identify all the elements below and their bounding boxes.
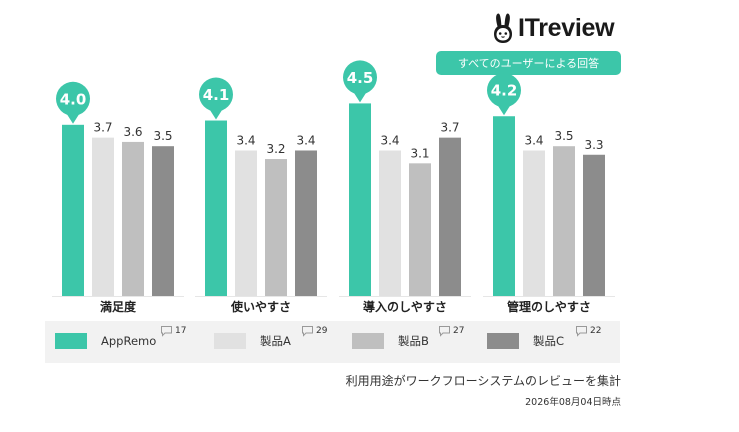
data-label: 3.1 [410,146,429,160]
data-label: 3.3 [584,138,603,152]
legend-item--a: 製品A [214,332,291,350]
as-of-date: 2026年08月04日時点 [525,397,621,408]
bar--b-2 [409,163,431,296]
legend-swatch [487,333,519,349]
itreview-logo: ITreview [492,11,615,45]
legend-swatch [55,333,87,349]
data-label: 3.7 [93,121,112,135]
legend-swatch [352,333,384,349]
legend-label: AppRemo [101,334,157,348]
comment-icon [302,326,313,337]
bar-appremo-3 [493,116,515,297]
bar--a-3 [523,150,545,296]
review-count: 17 [160,325,186,337]
bar-appremo-0 [62,124,84,296]
bar--a-2 [379,150,401,296]
data-label-highlight: 4.1 [203,86,230,104]
score-pin [199,77,233,112]
data-label: 3.5 [153,129,172,143]
chart-legend: AppRemo 17 製品A 29 製品B 27 製品C 22 [45,321,620,363]
legend-item--b: 製品B [352,332,429,350]
legend-label: 製品C [533,334,565,348]
bar--a-1 [235,150,257,296]
data-label-highlight: 4.2 [491,82,518,100]
data-label: 3.4 [236,133,255,147]
data-label: 3.7 [440,121,459,135]
review-count-value: 27 [453,326,465,336]
legend-label: 製品B [398,334,429,348]
score-pin-tail [353,91,367,103]
data-label: 3.5 [554,129,573,143]
bar--c-3 [583,154,605,296]
review-count-value: 22 [590,326,602,336]
review-count: 22 [575,325,601,337]
brand-name: ITreview [518,13,615,42]
data-label-highlight: 4.0 [60,90,87,108]
data-label: 3.2 [266,142,285,156]
footnote: 利用用途がワークフローシステムのレビューを集計 [345,374,621,388]
data-label: 3.4 [296,133,315,147]
rabbit-icon [494,13,512,43]
bar--b-3 [553,146,575,296]
review-count: 27 [438,325,464,337]
score-pin-tail [209,108,223,120]
category-label: 満足度 [100,299,137,314]
legend-swatch [214,333,246,349]
legend-item--c: 製品C [487,332,564,350]
score-pin-tail [497,104,511,116]
bar--b-0 [122,141,144,296]
bar--c-1 [295,150,317,296]
comment-icon [439,326,450,337]
bar-chart: 4.0 3.7 3.6 3.5 満足度 4.1 3.4 3.2 3.4 使いやすさ 4.5 3.4 3.… [52,60,615,314]
comment-icon [161,326,172,337]
legend-item-appremo: AppRemo [55,332,156,350]
review-count-value: 17 [175,326,187,336]
data-label: 3.4 [524,133,543,147]
score-pin [487,73,521,108]
bar-appremo-1 [205,120,227,297]
bar--c-2 [439,137,461,296]
scope-badge: すべてのユーザーによる回答 [436,51,621,75]
review-count-value: 29 [316,326,328,336]
category-label: 使いやすさ [230,299,291,314]
bar-appremo-2 [349,103,371,297]
data-label: 3.6 [123,125,142,139]
score-pin-tail [66,112,80,124]
data-label-highlight: 4.5 [347,69,374,87]
category-label: 管理のしやすさ [507,299,591,314]
legend-label: 製品A [260,334,291,348]
review-count: 29 [301,325,327,337]
score-pin [343,60,377,95]
bar--b-1 [265,159,287,296]
data-label: 3.4 [380,133,399,147]
category-label: 導入のしやすさ [363,299,447,314]
score-pin [56,81,90,116]
bar--c-0 [152,146,174,296]
comment-icon [576,326,587,337]
bar--a-0 [92,137,114,296]
